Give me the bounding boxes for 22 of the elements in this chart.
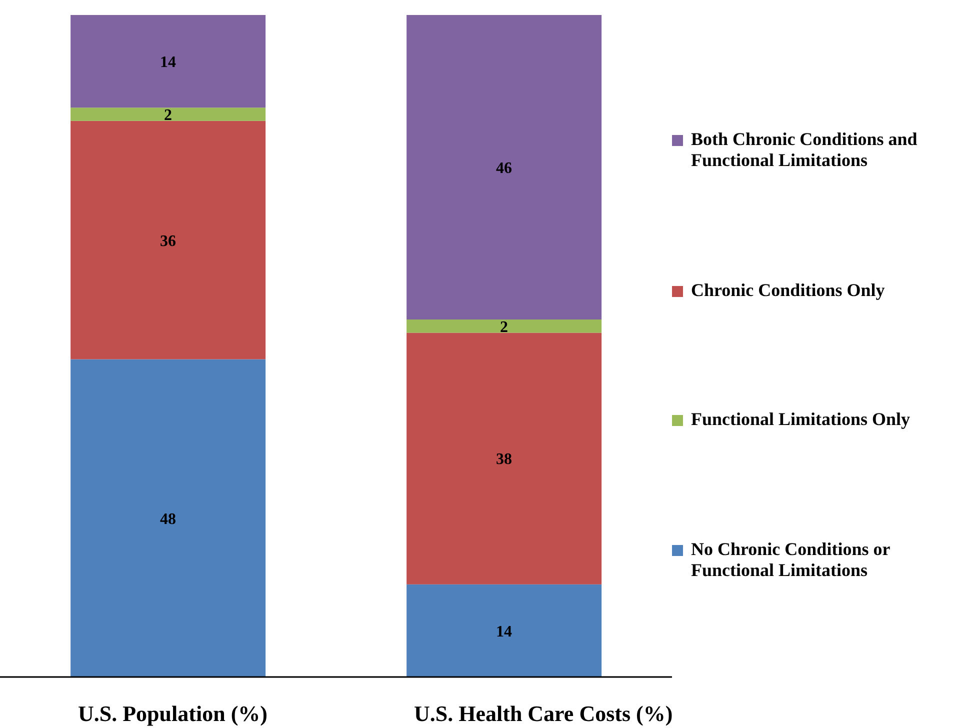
- legend-label: Both Chronic Conditions and Functional Limitations: [691, 129, 918, 172]
- x-tick-label: U.S. Population (%): [78, 701, 268, 726]
- bar: [406, 15, 602, 320]
- data-label: 46: [496, 160, 512, 177]
- bar: [406, 332, 602, 584]
- legend-label: Chronic Conditions Only: [691, 280, 885, 301]
- data-label: 2: [500, 318, 508, 336]
- data-label: 38: [496, 451, 512, 468]
- legend-label: Functional Limitations Only: [691, 409, 910, 430]
- bar: [70, 15, 266, 108]
- bar: [70, 108, 266, 121]
- bar: [406, 584, 602, 677]
- x-tick-label: U.S. Health Care Costs (%): [414, 701, 673, 726]
- legend-label: No Chronic Conditions or Functional Limitations: [691, 538, 891, 581]
- bar: [406, 320, 602, 333]
- data-label: 36: [160, 232, 176, 250]
- data-label: 2: [164, 106, 172, 124]
- data-label: 48: [160, 510, 176, 528]
- bar: [70, 120, 266, 360]
- data-label: 14: [160, 54, 176, 72]
- bar: [70, 359, 266, 677]
- data-label: 14: [496, 623, 512, 640]
